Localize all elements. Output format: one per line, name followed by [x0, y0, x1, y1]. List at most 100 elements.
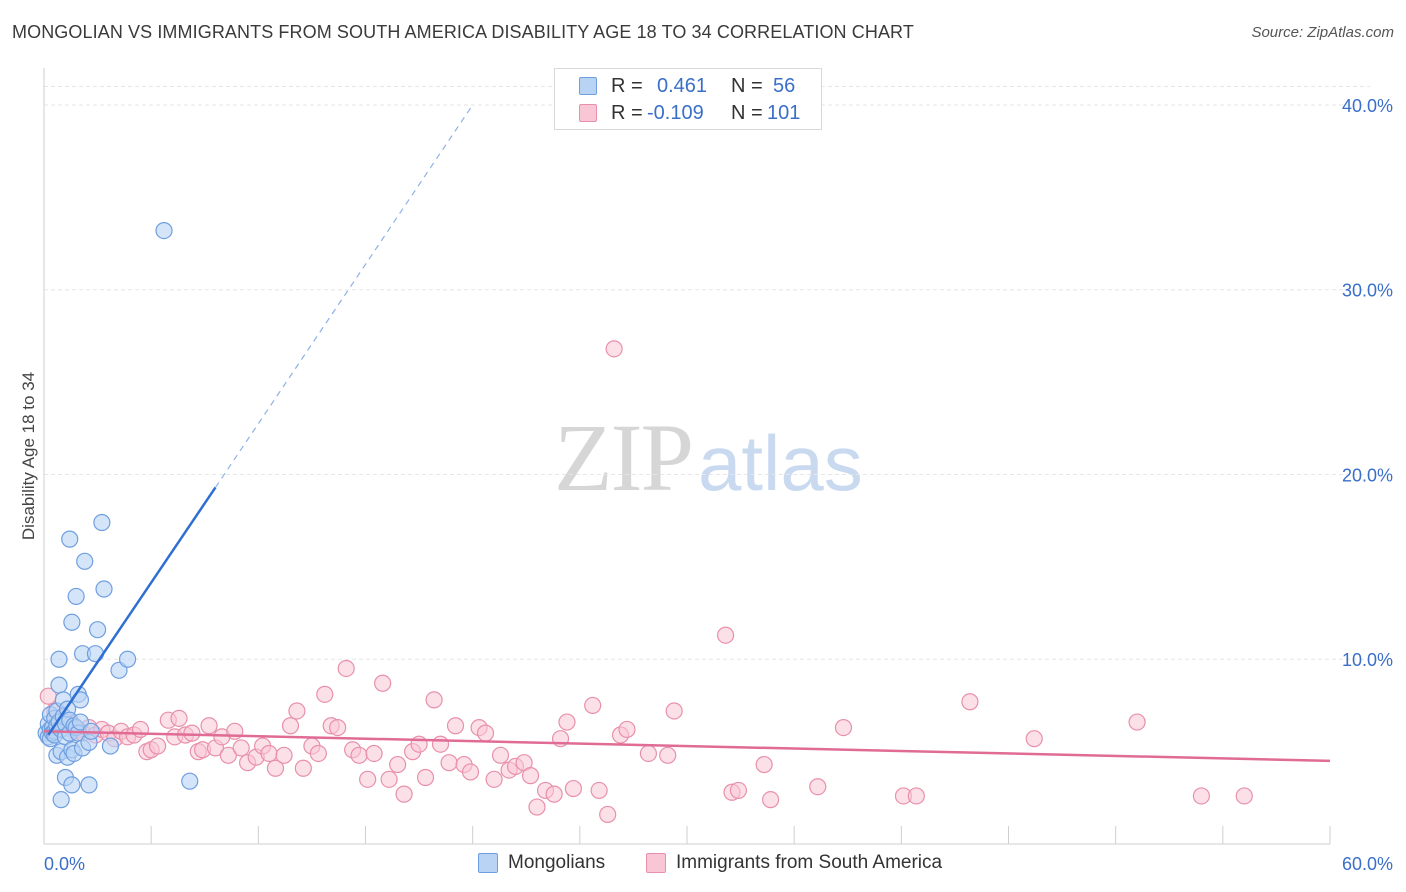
- point-immigrants: [183, 724, 201, 742]
- point-immigrants: [461, 763, 480, 781]
- point-mongolians: [93, 513, 111, 532]
- point-immigrants: [425, 691, 443, 709]
- legend-swatch-immigrants: [646, 853, 666, 873]
- point-immigrants: [491, 746, 510, 764]
- point-immigrants: [389, 755, 407, 774]
- point-immigrants: [809, 778, 827, 796]
- point-immigrants: [329, 718, 347, 737]
- point-immigrants: [590, 781, 608, 800]
- y-axis-label: Disability Age 18 to 34: [19, 372, 38, 540]
- legend-swatch-blue: [579, 77, 597, 95]
- legend-swatch-pink: [579, 104, 597, 122]
- legend-r-value: 0.461: [657, 74, 708, 97]
- point-immigrants: [528, 798, 546, 816]
- point-immigrants: [545, 785, 563, 803]
- point-mongolians: [50, 650, 68, 668]
- point-mongolians: [76, 552, 94, 570]
- point-immigrants: [564, 779, 583, 798]
- watermark-zip: ZIP: [554, 404, 694, 511]
- trendline-mongolians: [47, 486, 217, 736]
- legend-label-immigrants: Immigrants from South America: [676, 852, 943, 873]
- point-immigrants: [288, 702, 306, 720]
- legend-n-label: N =: [731, 101, 763, 124]
- point-immigrants: [446, 717, 465, 735]
- point-mongolians: [80, 776, 98, 794]
- point-immigrants: [309, 744, 327, 763]
- legend-item-mongolians[interactable]: Mongolians: [478, 852, 605, 874]
- point-immigrants: [374, 674, 392, 692]
- point-mongolians: [88, 621, 107, 639]
- chart-title: MONGOLIAN VS IMMIGRANTS FROM SOUTH AMERI…: [12, 22, 914, 42]
- point-immigrants: [1192, 787, 1211, 805]
- legend-n-value: 56: [773, 74, 796, 97]
- watermark-atlas: atlas: [698, 419, 863, 507]
- point-immigrants: [350, 746, 368, 764]
- point-immigrants: [316, 685, 334, 703]
- trendline-immigrants: [43, 730, 1331, 763]
- point-mongolians: [61, 530, 79, 548]
- watermark: ZIPatlas: [554, 402, 863, 513]
- point-immigrants: [1235, 787, 1253, 805]
- point-immigrants: [266, 759, 285, 777]
- point-mongolians: [63, 613, 81, 631]
- point-mongolians: [52, 791, 70, 809]
- x-tick-label: 60.0%: [1342, 854, 1393, 874]
- y-tick-label: 10.0%: [1342, 650, 1393, 670]
- legend-r-value: -0.109: [647, 101, 704, 124]
- y-tick-label: 40.0%: [1342, 96, 1393, 116]
- point-immigrants: [1025, 730, 1043, 748]
- point-immigrants: [665, 702, 683, 720]
- point-immigrants: [416, 768, 435, 787]
- point-immigrants: [440, 754, 458, 772]
- point-mongolians: [118, 650, 137, 668]
- point-immigrants: [131, 720, 150, 739]
- trendline-mongolians-extension: [214, 104, 474, 488]
- point-immigrants: [170, 709, 188, 727]
- point-immigrants: [337, 659, 355, 678]
- point-mongolians: [86, 645, 105, 663]
- point-immigrants: [729, 781, 748, 800]
- point-immigrants: [395, 785, 413, 803]
- point-immigrants: [961, 693, 979, 711]
- correlation-legend: R = 0.461 N = 56 R = -0.109 N = 101: [554, 68, 822, 130]
- legend-item-immigrants[interactable]: Immigrants from South America: [646, 852, 942, 874]
- point-immigrants: [907, 787, 925, 805]
- point-immigrants: [755, 755, 773, 774]
- point-immigrants: [599, 805, 617, 824]
- point-immigrants: [380, 770, 398, 788]
- point-immigrants: [365, 744, 383, 763]
- point-immigrants: [584, 696, 602, 715]
- point-mongolians: [95, 580, 113, 598]
- point-immigrants: [485, 770, 503, 788]
- x-tick-label: 0.0%: [44, 854, 85, 874]
- point-mongolians: [67, 587, 85, 606]
- point-immigrants: [431, 735, 450, 753]
- point-immigrants: [476, 724, 495, 742]
- legend-swatch-mongolians: [478, 853, 498, 873]
- point-immigrants: [639, 744, 658, 763]
- point-immigrants: [761, 791, 780, 809]
- point-immigrants: [618, 720, 636, 739]
- point-mongolians: [155, 221, 173, 240]
- legend-n-label: N =: [731, 74, 763, 97]
- point-immigrants: [200, 717, 218, 735]
- point-mongolians: [63, 776, 81, 794]
- legend-label-mongolians: Mongolians: [508, 852, 606, 873]
- point-immigrants: [1128, 713, 1146, 731]
- point-immigrants: [716, 626, 735, 644]
- point-immigrants: [148, 737, 167, 755]
- point-immigrants: [275, 746, 293, 764]
- y-tick-label: 30.0%: [1342, 281, 1393, 301]
- point-mongolians: [181, 772, 199, 790]
- point-immigrants: [260, 744, 278, 763]
- point-immigrants: [294, 759, 312, 777]
- legend-r-label: R =: [611, 74, 643, 97]
- point-mongolians: [50, 676, 68, 694]
- series-legend: Mongolians Immigrants from South America: [0, 852, 1406, 878]
- point-mongolians: [101, 737, 120, 755]
- source-label: Source: ZipAtlas.com: [1251, 24, 1394, 41]
- point-immigrants: [521, 767, 540, 785]
- point-immigrants: [834, 718, 853, 737]
- point-immigrants: [558, 713, 576, 731]
